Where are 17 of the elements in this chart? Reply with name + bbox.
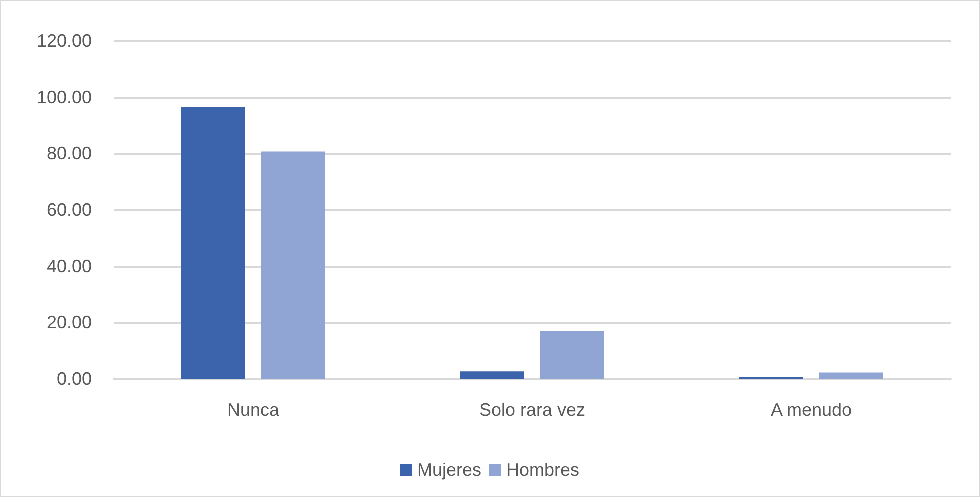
x-tick-label: Solo rara vez [479,400,586,420]
y-tick-label: 20.00 [46,312,92,333]
y-tick-label: 120.00 [36,31,92,51]
bar [540,331,604,379]
y-tick-label: 80.00 [46,144,92,164]
bar [182,107,246,379]
legend-label: Mujeres [417,460,482,480]
y-tick-label: 0.00 [56,369,92,389]
y-tick-label: 60.00 [46,200,92,220]
y-tick-label: 100.00 [36,87,92,108]
bar [820,372,884,379]
bar [460,372,524,379]
x-tick-label: Nunca [227,400,281,420]
x-tick-label: A menudo [770,400,852,420]
legend-label: Hombres [506,460,580,480]
y-tick-label: 40.00 [46,256,92,276]
bar [262,152,326,379]
